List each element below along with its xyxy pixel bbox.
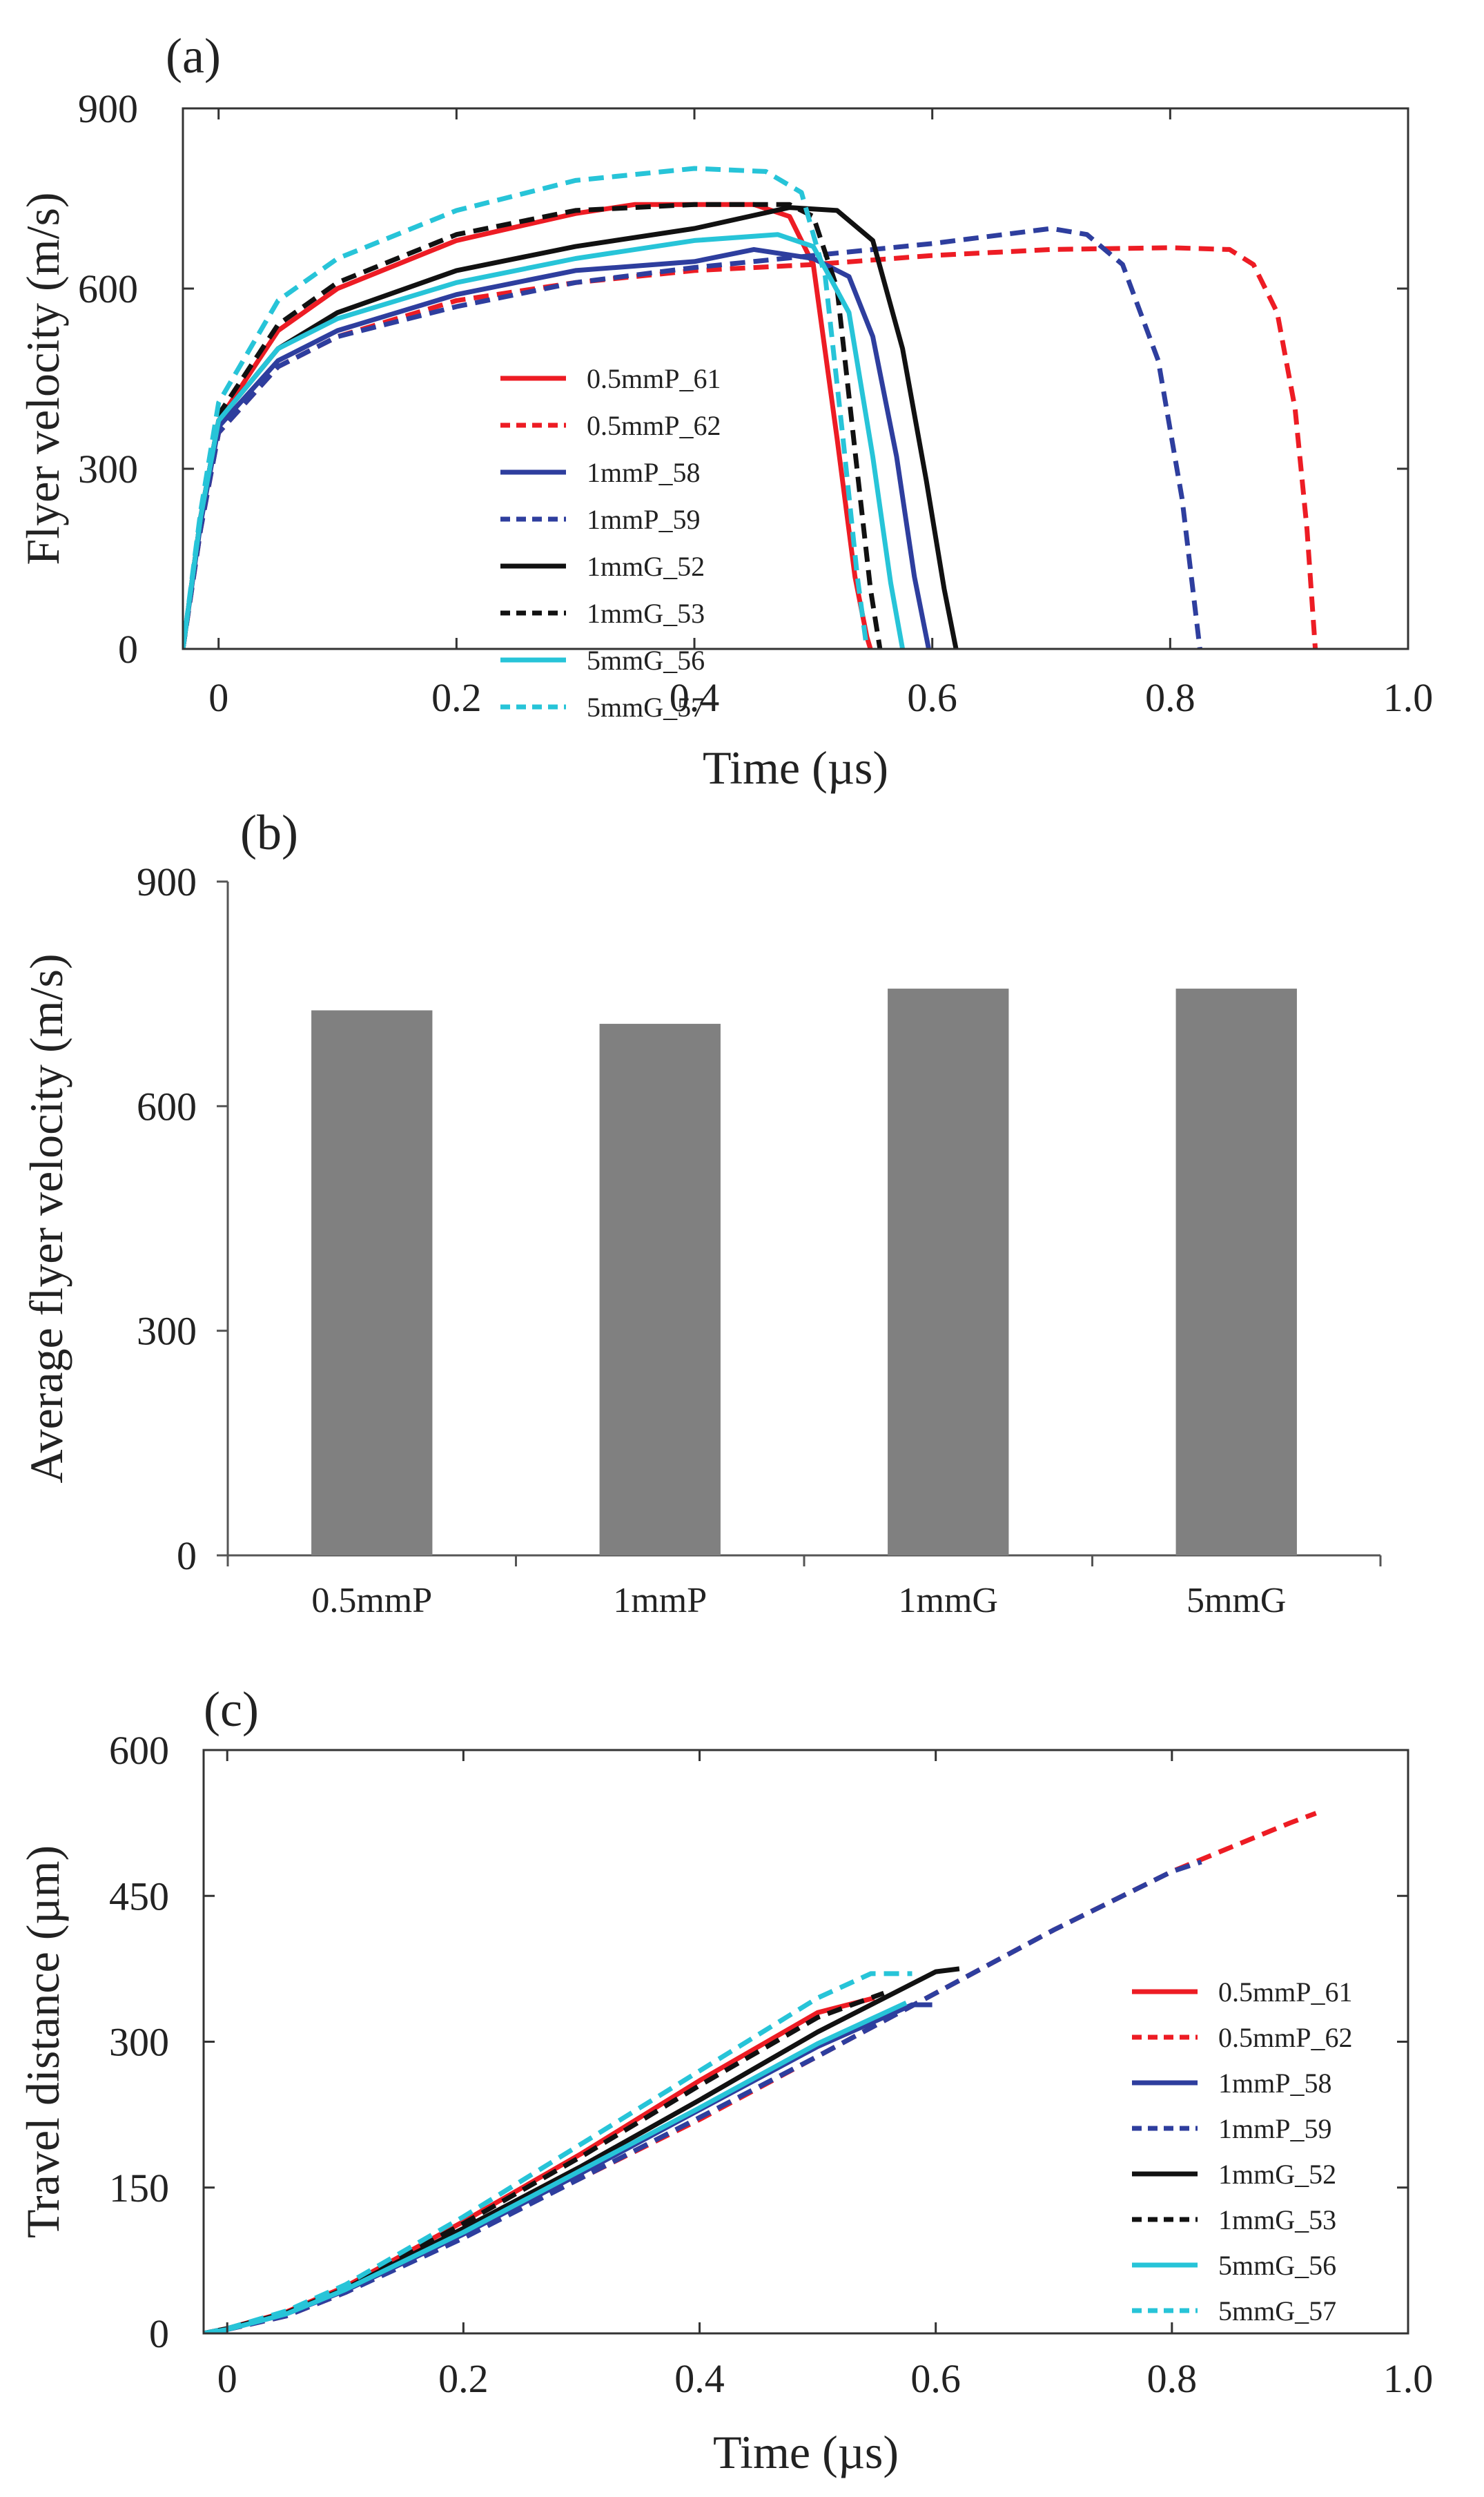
series-line-5mmG_57	[204, 1971, 912, 2333]
series-line-0.5mmP_61	[183, 202, 873, 649]
bar-5mmG	[1175, 989, 1297, 1555]
legend-entry: 5mmG_56	[1218, 2250, 1336, 2281]
x-tick-label: 0	[217, 2356, 237, 2401]
y-tick-label: 300	[109, 2020, 169, 2065]
bar-1mmP	[599, 1024, 721, 1555]
x-tick-label: 0.4	[670, 675, 720, 720]
series-line-5mmG_57	[183, 166, 870, 649]
panel-b: (b) 0 300 600 900 0.5mmP 1mmP 1mmG 5mmG Average f…	[20, 805, 1382, 1620]
panel-c: (c) 0 0.2 0.4 0.6 0.8 1.0 0 150 300 450 600 Time (µs…	[17, 1682, 1433, 2478]
legend-entry: 0.5mmP_61	[1218, 1976, 1352, 2008]
x-tick-label: 0.8	[1145, 675, 1195, 720]
legend-entry: 1mmG_53	[1218, 2204, 1336, 2235]
x-tick-label: 0.6	[910, 2356, 961, 2401]
panel-a: (a) 0 0.2 0.4 0.6 0.8 1.0 0 300 600 900 Time (µs) Fl…	[17, 28, 1433, 794]
legend-entry: 1mmG_53	[587, 598, 705, 629]
y-axis-title: Average flyer velocity (m/s)	[20, 953, 72, 1483]
series-line-5mmG_56	[204, 2001, 908, 2333]
series-group	[183, 166, 1318, 649]
y-axis-title: Flyer velocity (m/s)	[17, 192, 69, 565]
x-tick-label: 0.4	[674, 2356, 725, 2401]
x-tick-label: 1.0	[1383, 2356, 1434, 2401]
y-tick-label: 600	[109, 1728, 169, 1773]
panel-label: (c)	[204, 1682, 259, 1737]
legend: 0.5mmP_61 0.5mmP_62 1mmP_58 1mmP_59 1mmG_52 1…	[500, 363, 721, 723]
y-tick-label: 300	[137, 1309, 197, 1354]
series-line-1mmP_58	[183, 246, 931, 649]
y-axis-title: Travel distance (µm)	[17, 1845, 69, 2238]
legend-entry: 5mmG_57	[1218, 2295, 1336, 2326]
x-tick-label: 0.8	[1147, 2356, 1198, 2401]
legend-entry: 0.5mmP_61	[587, 363, 721, 394]
legend-entry: 1mmP_58	[1218, 2068, 1331, 2099]
y-tick-label: 900	[78, 86, 138, 131]
x-tick-label: 0.2	[438, 2356, 489, 2401]
legend-entry: 1mmG_52	[1218, 2159, 1336, 2190]
legend-entry: 1mmP_59	[587, 504, 700, 535]
bar-1mmG	[888, 989, 1009, 1555]
x-tick-label: 1.0	[1383, 675, 1434, 720]
legend-entry: 5mmG_57	[587, 692, 705, 723]
series-line-1mmG_53	[183, 202, 883, 649]
y-tick-label: 900	[137, 859, 197, 904]
legend-entry: 0.5mmP_62	[1218, 2022, 1352, 2053]
y-tick-label: 0	[118, 627, 138, 672]
plot-frame	[182, 107, 1409, 650]
y-tick-label: 300	[78, 447, 138, 492]
series-group	[204, 1811, 1317, 2333]
x-tick-label: 0.2	[431, 675, 482, 720]
legend-entry: 1mmP_58	[587, 457, 700, 488]
y-tick-label: 600	[137, 1084, 197, 1129]
x-tick-label: 0.6	[907, 675, 957, 720]
category-label: 0.5mmP	[311, 1581, 432, 1620]
legend-entry: 1mmP_59	[1218, 2113, 1331, 2144]
y-tick-label: 0	[149, 2311, 169, 2356]
bar-0.5mmP	[311, 1010, 433, 1555]
category-label: 5mmG	[1187, 1581, 1286, 1620]
panel-label: (b)	[240, 805, 298, 860]
y-tick-label: 600	[78, 266, 138, 311]
legend: 0.5mmP_61 0.5mmP_62 1mmP_58 1mmP_59 1mmG_52 1…	[1132, 1976, 1352, 2326]
x-axis-title: Time (µs)	[713, 2426, 899, 2478]
series-line-5mmG_56	[183, 232, 906, 649]
y-tick-label: 450	[109, 1874, 169, 1918]
y-tick-label: 150	[109, 2166, 169, 2211]
series-line-0.5mmP_61	[204, 1995, 875, 2333]
x-tick-label: 0	[208, 675, 228, 720]
category-label: 1mmP	[613, 1581, 707, 1620]
series-line-1mmG_53	[204, 1990, 885, 2333]
x-axis-title: Time (µs)	[703, 741, 888, 794]
panel-label: (a)	[166, 28, 221, 84]
legend-entry: 1mmG_52	[587, 551, 705, 582]
legend-entry: 5mmG_56	[587, 645, 705, 676]
legend-entry: 0.5mmP_62	[587, 410, 721, 441]
series-line-1mmP_59	[183, 226, 1202, 649]
y-tick-label: 0	[177, 1533, 197, 1578]
category-label: 1mmG	[899, 1581, 998, 1620]
